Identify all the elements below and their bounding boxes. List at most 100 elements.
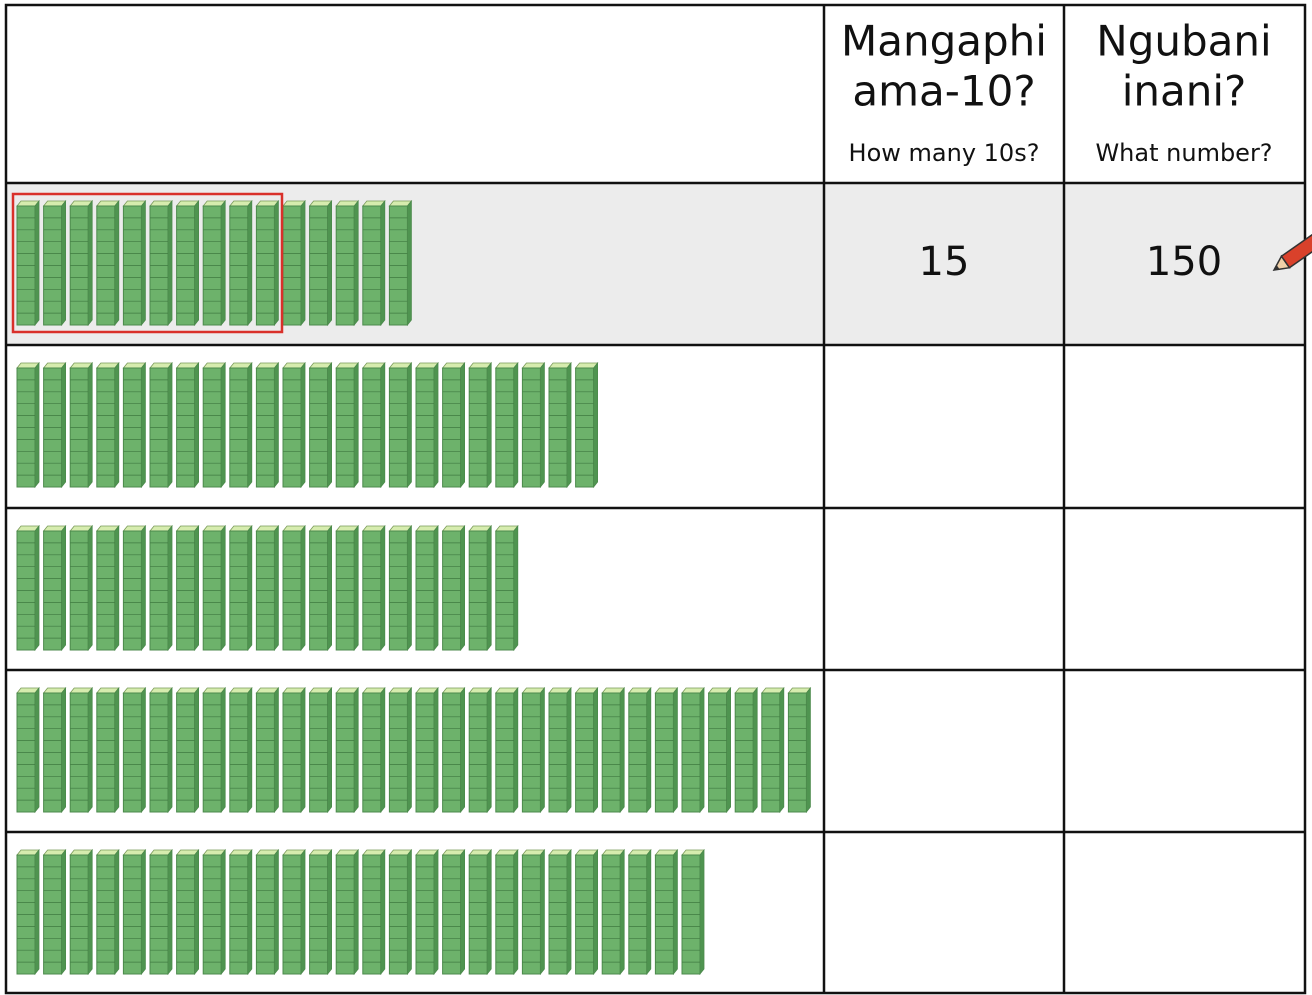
ten-rod — [97, 363, 119, 487]
ten-rod — [549, 363, 571, 487]
rod-side — [514, 850, 518, 974]
rod-side — [328, 363, 332, 487]
rod-side — [88, 363, 92, 487]
answer-tens: 15 — [919, 239, 970, 285]
ten-rod — [123, 850, 145, 974]
rod-side — [594, 850, 598, 974]
ten-rod — [203, 201, 225, 325]
ten-rod — [549, 688, 571, 812]
rod-side — [35, 201, 39, 325]
rod-side — [487, 850, 491, 974]
ten-rod — [469, 688, 491, 812]
column-title: Mangaphi — [841, 17, 1047, 66]
rod-side — [328, 688, 332, 812]
rod-side — [221, 688, 225, 812]
ten-rod — [576, 850, 598, 974]
rod-side — [62, 526, 66, 650]
ten-rod — [363, 201, 385, 325]
rod-side — [88, 526, 92, 650]
rod-side — [141, 526, 145, 650]
ten-rod — [496, 363, 518, 487]
rod-side — [780, 688, 784, 812]
ten-rod — [230, 201, 252, 325]
rod-side — [35, 850, 39, 974]
column-title: ama-10? — [852, 67, 1035, 116]
rod-side — [328, 526, 332, 650]
column-subtitle: How many 10s? — [849, 139, 1040, 167]
rod-side — [274, 850, 278, 974]
ten-rod — [549, 850, 571, 974]
ten-rod — [522, 688, 544, 812]
ten-rod — [177, 201, 199, 325]
ten-rod — [17, 526, 39, 650]
ten-rod — [443, 363, 465, 487]
ten-rod — [469, 850, 491, 974]
rod-side — [407, 688, 411, 812]
ten-rod — [17, 363, 39, 487]
rod-side — [594, 688, 598, 812]
ten-rod — [203, 850, 225, 974]
rod-side — [354, 526, 358, 650]
ten-rod — [70, 201, 92, 325]
ten-rod — [256, 688, 278, 812]
rod-side — [354, 850, 358, 974]
rod-side — [168, 688, 172, 812]
ten-rod — [203, 363, 225, 487]
rod-side — [301, 850, 305, 974]
ten-rod — [150, 363, 172, 487]
rod-side — [514, 363, 518, 487]
rod-side — [540, 850, 544, 974]
ten-rod — [496, 850, 518, 974]
ten-rod — [230, 688, 252, 812]
rod-side — [221, 363, 225, 487]
ten-rod — [283, 526, 305, 650]
rod-side — [168, 363, 172, 487]
ten-rod — [44, 526, 66, 650]
rod-side — [673, 688, 677, 812]
ten-rod — [310, 526, 332, 650]
ten-rod — [416, 688, 438, 812]
ten-rod — [230, 526, 252, 650]
ten-rod — [150, 526, 172, 650]
ten-rod — [123, 201, 145, 325]
ten-rod — [44, 201, 66, 325]
ten-rod — [389, 201, 411, 325]
rod-side — [195, 363, 199, 487]
ten-rod — [17, 850, 39, 974]
rod-side — [301, 688, 305, 812]
ten-rod — [416, 363, 438, 487]
rod-side — [487, 526, 491, 650]
rod-side — [168, 201, 172, 325]
ten-rod — [310, 201, 332, 325]
ten-rod — [682, 850, 704, 974]
rod-side — [274, 688, 278, 812]
rod-side — [461, 363, 465, 487]
rod-side — [248, 850, 252, 974]
rod-side — [461, 526, 465, 650]
ten-rod — [788, 688, 810, 812]
ten-rod — [97, 201, 119, 325]
ten-rod — [150, 850, 172, 974]
rod-side — [221, 526, 225, 650]
ten-rod — [576, 363, 598, 487]
ten-rod — [177, 850, 199, 974]
rod-side — [195, 526, 199, 650]
rod-side — [274, 526, 278, 650]
ten-rod — [44, 688, 66, 812]
rod-side — [195, 688, 199, 812]
ten-rod — [416, 526, 438, 650]
ten-rod — [336, 688, 358, 812]
ten-rod — [629, 850, 651, 974]
rod-side — [115, 201, 119, 325]
rod-side — [141, 850, 145, 974]
rod-side — [514, 688, 518, 812]
rod-side — [407, 850, 411, 974]
ten-rod — [283, 201, 305, 325]
column-title: Ngubani — [1096, 17, 1271, 66]
rod-side — [354, 201, 358, 325]
rod-side — [62, 201, 66, 325]
rod-side — [407, 201, 411, 325]
rod-side — [354, 363, 358, 487]
ten-rod — [70, 363, 92, 487]
ten-rod — [496, 526, 518, 650]
